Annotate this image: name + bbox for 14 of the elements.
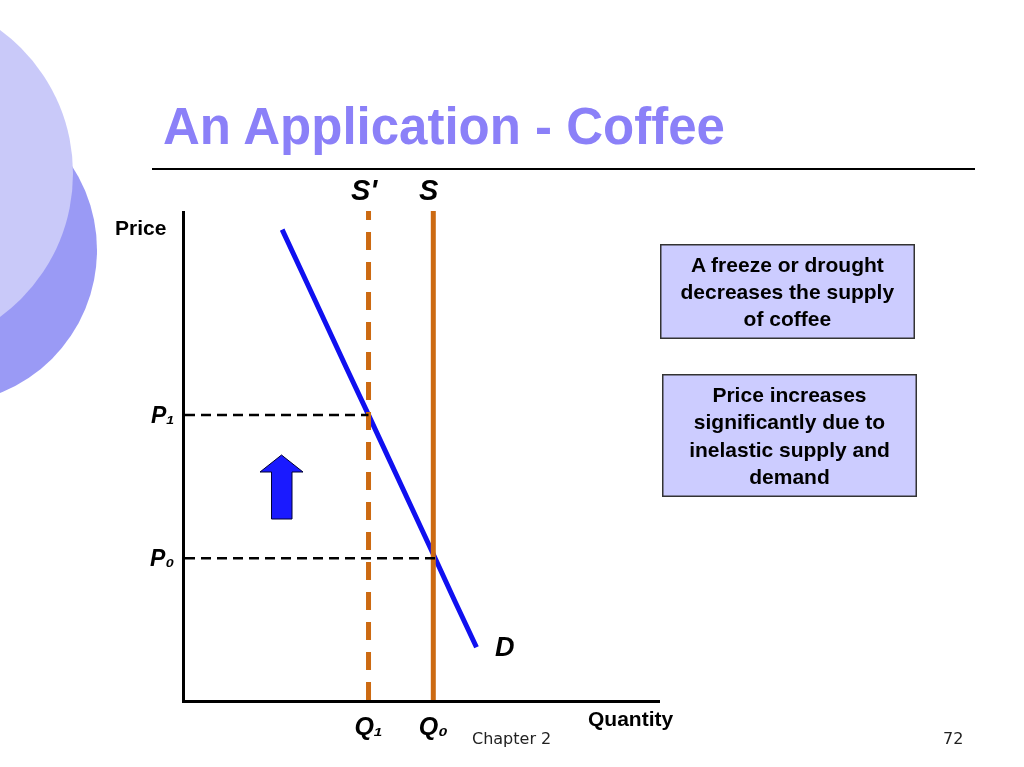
series-label: D bbox=[495, 632, 515, 662]
series-label: S' bbox=[351, 174, 379, 206]
text: Chapter 2 bbox=[472, 729, 552, 748]
chart-title: An Application - Coffee bbox=[163, 97, 725, 155]
x-tick-label: Q₁ bbox=[354, 712, 383, 740]
series-label: S bbox=[419, 174, 439, 206]
ref-line-label: P₁ bbox=[151, 402, 175, 428]
x-tick-label: Q₀ bbox=[418, 712, 448, 740]
x-axis-title: Quantity bbox=[588, 707, 674, 730]
text: Price increases significantly due to inelastic supply and demand bbox=[689, 383, 890, 488]
ref-line-label: P₀ bbox=[150, 545, 175, 571]
text: A freeze or drought decreases the supply of coffee bbox=[680, 252, 895, 331]
text: 72 bbox=[943, 729, 964, 748]
y-axis-title: Price bbox=[115, 216, 167, 239]
